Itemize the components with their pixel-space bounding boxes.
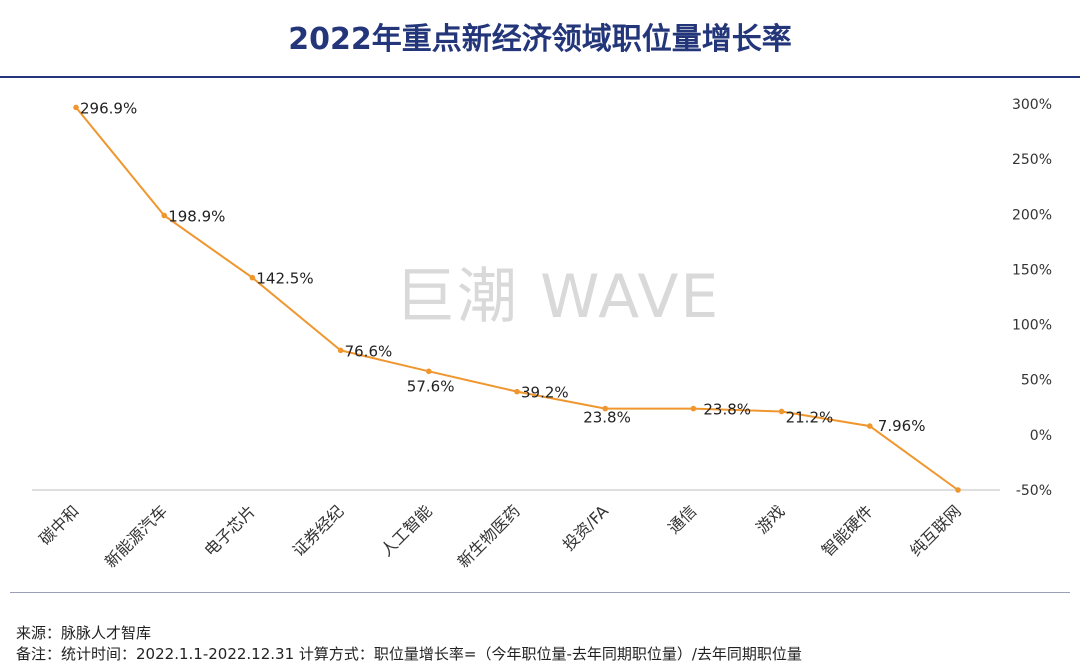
data-point (690, 405, 697, 412)
x-tick-label: 人工智能 (377, 501, 436, 560)
y-tick-label: 0% (1030, 428, 1052, 444)
data-point (249, 274, 256, 281)
y-tick-label: -50% (1016, 483, 1052, 499)
y-tick-label: 300% (1012, 97, 1052, 113)
data-point (337, 347, 344, 354)
data-label: 23.8% (703, 401, 751, 419)
data-label: 23.8% (583, 409, 631, 427)
data-label: 57.6% (407, 377, 455, 395)
note-label: 备注： (16, 645, 62, 663)
x-tick-label: 投资/FA (559, 501, 612, 554)
data-point (778, 408, 785, 415)
data-point (867, 423, 873, 429)
y-tick-label: 250% (1012, 152, 1052, 168)
data-point (73, 104, 79, 111)
data-label: 198.9% (168, 207, 225, 225)
data-point (161, 212, 167, 219)
data-label: 142.5% (256, 270, 313, 288)
data-label: 76.6% (345, 342, 393, 360)
source-line: 来源：脉脉人才智库 (16, 622, 151, 643)
line-chart: 300% 250% 200% 150% 100% 50% 0% -50% 碳中和 新能源汽车 电子芯… (32, 97, 1052, 571)
x-tick-label: 证券经纪 (289, 501, 348, 560)
x-tick-label: 电子芯片 (201, 501, 260, 560)
footer-divider (10, 592, 1070, 593)
source-label: 来源： (16, 624, 62, 642)
data-point (514, 388, 520, 395)
source-text: 脉脉人才智库 (61, 624, 152, 642)
data-label: 7.96% (878, 417, 926, 435)
x-tick-label: 新能源汽车 (101, 501, 171, 571)
note-line: 备注：统计时间：2022.1.1-2022.12.31 计算方式：职位量增长率=… (16, 643, 802, 664)
x-tick-label: 纯互联网 (906, 501, 965, 560)
x-tick-label: 碳中和 (35, 501, 82, 548)
chart-title: 2022年重点新经济领域职位量增长率 (288, 22, 792, 57)
title-divider (0, 76, 1080, 78)
note-text: 统计时间：2022.1.1-2022.12.31 计算方式：职位量增长率=（今年… (61, 645, 802, 663)
data-label: 39.2% (521, 384, 569, 402)
x-tick-label: 新生物医药 (454, 501, 524, 571)
data-point (426, 368, 432, 375)
y-tick-label: 200% (1012, 207, 1052, 223)
x-tick-label: 智能硬件 (818, 501, 877, 560)
watermark: 巨潮 WAVE (395, 262, 721, 332)
y-tick-label: 150% (1012, 262, 1052, 278)
data-label: 21.2% (786, 408, 834, 426)
data-point (602, 405, 608, 412)
data-point (955, 487, 961, 493)
x-tick-label: 通信 (664, 501, 700, 537)
y-tick-label: 100% (1012, 318, 1052, 334)
y-tick-label: 50% (1021, 373, 1052, 389)
data-label: 296.9% (80, 99, 137, 117)
x-tick-label: 游戏 (752, 501, 788, 537)
